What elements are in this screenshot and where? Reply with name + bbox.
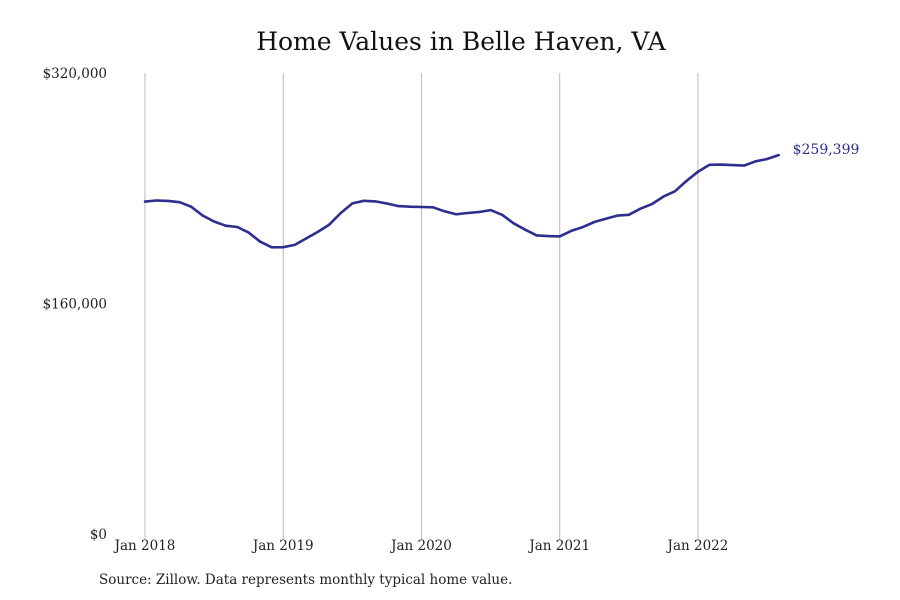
data-point	[270, 246, 273, 249]
data-point	[477, 210, 481, 214]
end-value-label: $259,399	[793, 142, 860, 158]
data-point	[616, 214, 619, 217]
data-point	[500, 213, 504, 216]
data-point	[454, 213, 458, 216]
home-value-line	[143, 153, 780, 249]
data-point	[431, 206, 435, 209]
data-point	[696, 170, 700, 173]
data-point	[212, 220, 216, 223]
home-value-points	[143, 153, 780, 249]
x-axis-labels: Jan 2018 Jan 2019 Jan 2020 Jan 2021 Jan 2022	[113, 538, 729, 554]
data-point	[570, 229, 573, 233]
data-point	[547, 234, 550, 238]
y-axis-labels: $0 $160,000 $320,000	[43, 66, 107, 543]
y-tick-label: $160,000	[43, 297, 107, 313]
data-point	[236, 225, 239, 229]
data-point	[328, 223, 331, 226]
source-note: Source: Zillow. Data represents monthly …	[99, 572, 513, 588]
data-point	[385, 202, 389, 205]
data-point	[178, 201, 181, 204]
data-point	[742, 164, 746, 167]
data-point	[201, 214, 204, 217]
data-point	[466, 211, 469, 215]
y-tick-label: $0	[90, 527, 107, 543]
data-point	[535, 234, 538, 237]
x-gridlines	[144, 73, 699, 540]
data-point	[293, 243, 296, 247]
data-point	[524, 228, 527, 231]
data-point	[512, 222, 515, 225]
data-point	[777, 153, 780, 157]
x-tick-label: Jan 2018	[113, 538, 176, 554]
data-point	[143, 200, 147, 203]
data-point	[259, 240, 262, 243]
x-tick-label: Jan 2019	[251, 538, 314, 554]
data-point	[420, 205, 423, 209]
data-point	[374, 200, 377, 203]
data-point	[604, 217, 607, 220]
data-point	[639, 207, 642, 210]
data-point	[166, 199, 170, 203]
data-point	[305, 237, 308, 240]
x-tick-label: Jan 2022	[666, 538, 729, 554]
data-point	[650, 202, 654, 206]
data-point	[581, 225, 584, 229]
data-point	[765, 157, 769, 161]
chart-title: Home Values in Belle Haven, VA	[256, 27, 666, 56]
data-point	[362, 199, 366, 202]
data-point	[685, 179, 688, 183]
data-point	[282, 246, 285, 249]
data-point	[731, 163, 734, 167]
data-point	[708, 163, 711, 166]
data-point	[673, 190, 677, 193]
data-point	[662, 195, 665, 198]
data-point	[719, 163, 723, 166]
data-point	[351, 202, 354, 205]
x-tick-label: Jan 2021	[527, 538, 590, 554]
y-tick-label: $320,000	[43, 66, 107, 82]
data-point	[155, 199, 158, 202]
data-point	[316, 230, 319, 234]
x-tick-label: Jan 2020	[389, 538, 452, 554]
data-point	[754, 160, 757, 163]
data-point	[443, 210, 446, 213]
data-point	[408, 205, 412, 208]
data-point	[627, 213, 630, 216]
data-point	[189, 205, 193, 208]
data-point	[339, 211, 342, 215]
data-point	[489, 208, 492, 212]
data-point	[397, 204, 400, 208]
data-point	[224, 224, 227, 227]
data-point	[247, 231, 250, 234]
data-point	[558, 235, 561, 238]
data-point	[593, 220, 596, 224]
